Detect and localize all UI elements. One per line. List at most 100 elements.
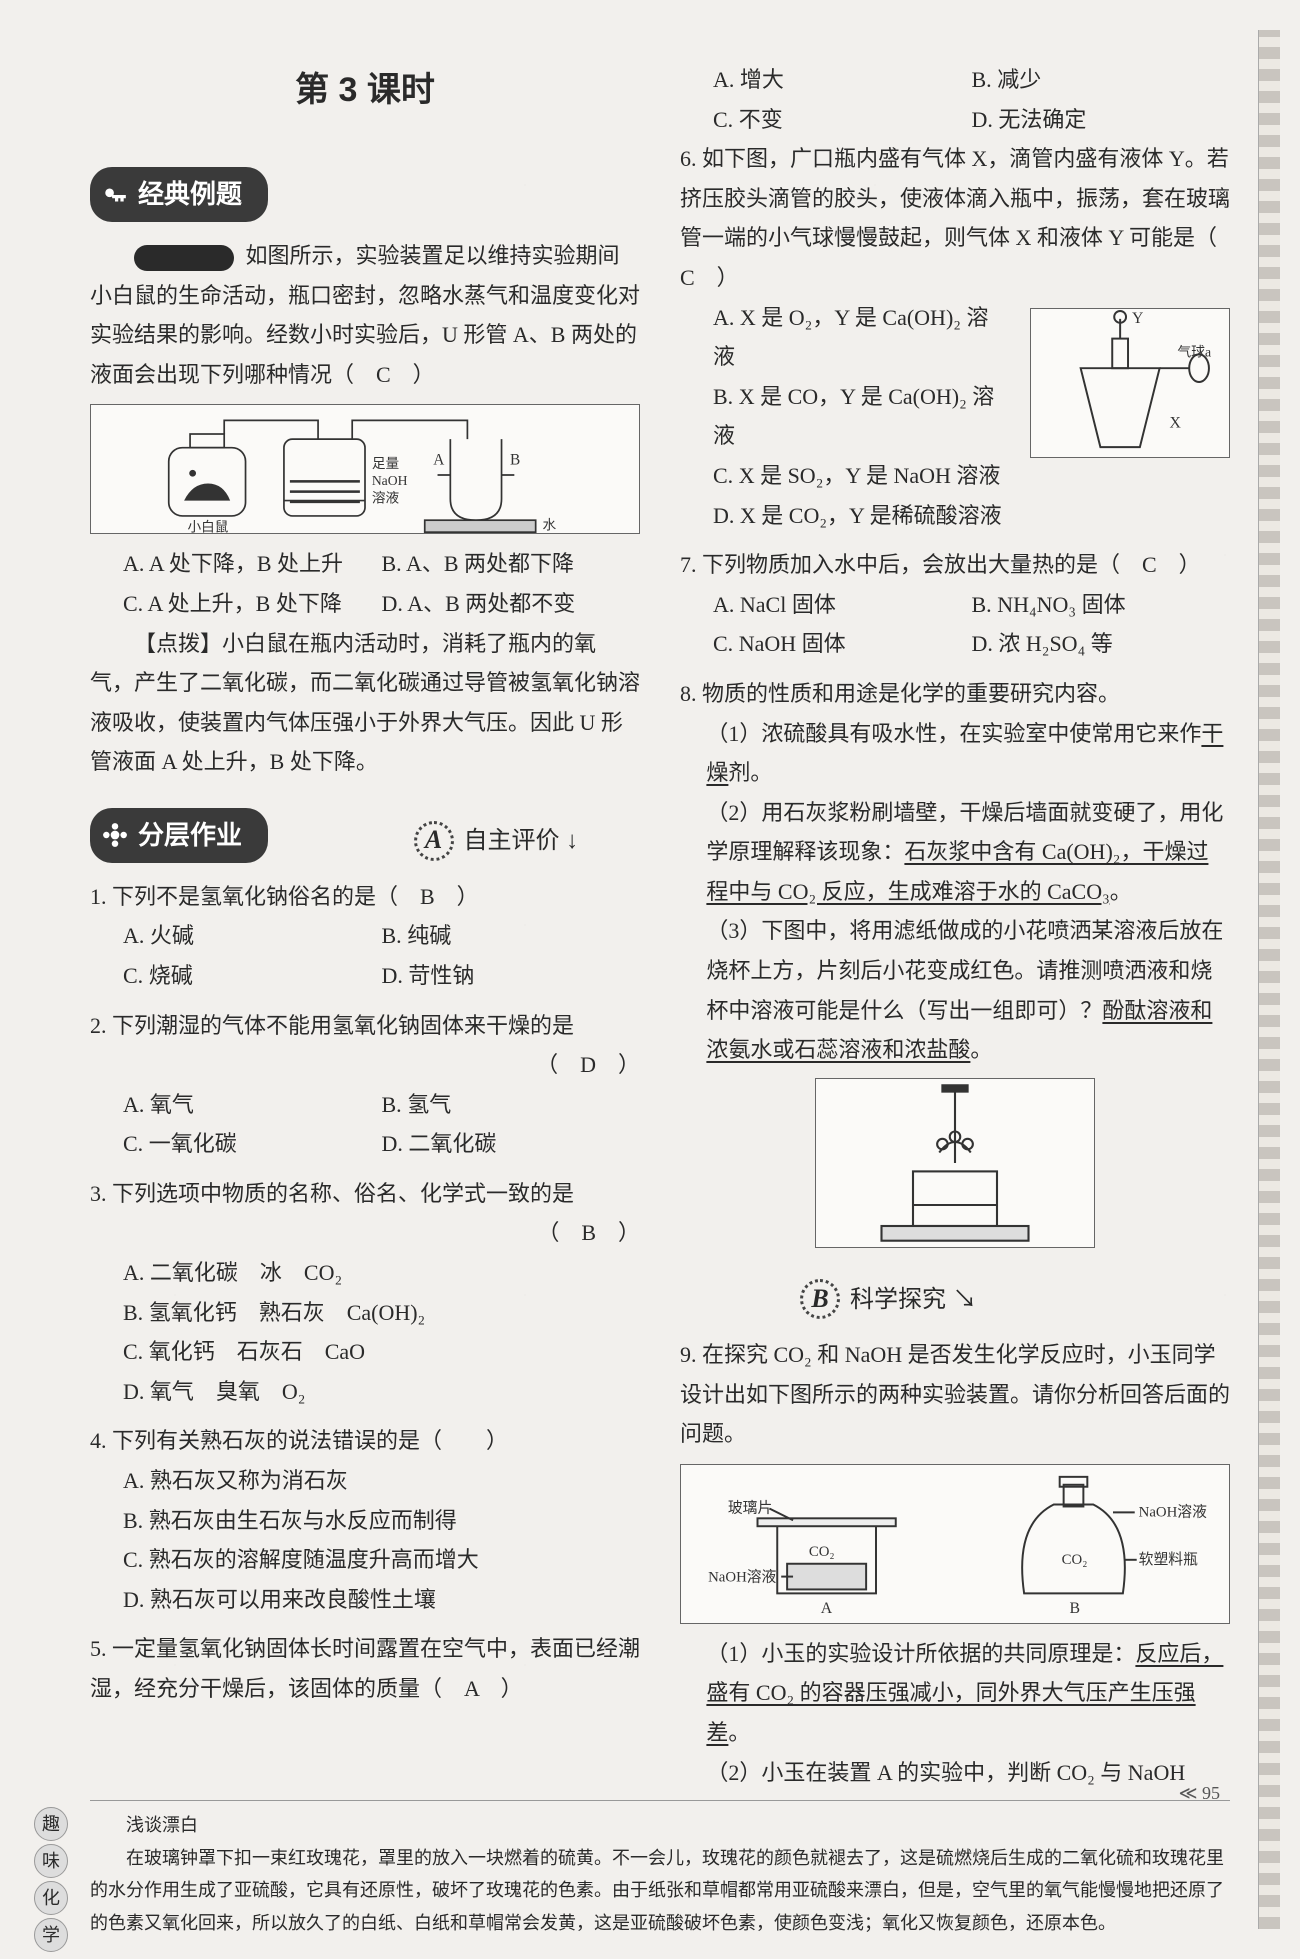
svg-text:小白鼠: 小白鼠 xyxy=(188,520,229,534)
q8-stem: 8. 物质的性质和用途是化学的重要研究内容。 xyxy=(680,674,1230,714)
example-opt-D: D. A、B 两处都不变 xyxy=(382,584,641,624)
footer-body: 在玻璃钟罩下扣一束红玫瑰花，罩里的放入一块燃着的硫黄。不一会儿，玫瑰花的颜色就褪… xyxy=(90,1842,1230,1939)
q7-opt-C: C. NaOH 固体 xyxy=(713,624,972,664)
example-diagram: 小白鼠 足量 NaOH 溶液 xyxy=(90,404,640,534)
q5-opt-D: D. 无法确定 xyxy=(972,100,1231,140)
q3-opt-B: B. 氢氧化钙 熟石灰 Ca(OH)₂ xyxy=(123,1293,640,1333)
q1-opt-B: B. 纯碱 xyxy=(382,916,641,956)
subsection-selfcheck: A 自主评价 ↓ xyxy=(414,819,579,862)
q6-opt-D: D. X 是 CO₂，Y 是稀硫酸溶液 xyxy=(713,496,1020,536)
q3-opt-C: C. 氧化钙 石灰石 CaO xyxy=(123,1332,640,1372)
q3-stem: 3. 下列选项中物质的名称、俗名、化学式一致的是（ B ） xyxy=(90,1174,640,1214)
svg-text:水: 水 xyxy=(542,518,556,533)
svg-text:X: X xyxy=(1169,414,1181,431)
q6-opt-C: C. X 是 SO₂，Y 是 NaOH 溶液 xyxy=(713,456,1020,496)
question-7: 7. 下列物质加入水中后，会放出大量热的是（ C ） A. NaCl 固体 B.… xyxy=(680,545,1230,664)
question-5: 5. 一定量氢氧化钠固体长时间露置在空气中，表面已经潮湿，经充分干燥后，该固体的… xyxy=(90,1629,640,1708)
q4-opt-B: B. 熟石灰由生石灰与水反应而制得 xyxy=(123,1501,640,1541)
svg-text:Y: Y xyxy=(1132,309,1143,326)
svg-text:A: A xyxy=(821,1600,833,1617)
question-1: 1. 下列不是氢氧化钠俗名的是（ B ） A. 火碱 B. 纯碱 C. 烧碱 D… xyxy=(90,877,640,996)
example-intro: 如图所示，实验装置足以维持实验期间小白鼠的生命活动，瓶口密封，忽略水蒸气和温度变… xyxy=(90,236,640,394)
footer-tag-2: 味 xyxy=(34,1844,68,1878)
subsection-letter-A: A xyxy=(414,821,454,861)
q5-options-continued: A. 增大 B. 减少 C. 不变 D. 无法确定 xyxy=(680,60,1230,139)
q5-opt-B: B. 减少 xyxy=(972,60,1231,100)
footer-title: 浅谈漂白 xyxy=(90,1809,1230,1841)
example-index-pill xyxy=(134,245,234,271)
q2-opt-A: A. 氧气 xyxy=(123,1085,382,1125)
q2-opt-D: D. 二氧化碳 xyxy=(382,1124,641,1164)
q9-part1: （1）小玉的实验设计所依据的共同原理是：反应后，盛有 CO₂ 的容器压强减小，同… xyxy=(680,1634,1230,1753)
question-9: 9. 在探究 CO₂ 和 NaOH 是否发生化学反应时，小玉同学设计出如下图所示… xyxy=(680,1335,1230,1792)
svg-text:足量: 足量 xyxy=(372,457,400,472)
q9-stem: 9. 在探究 CO₂ 和 NaOH 是否发生化学反应时，小玉同学设计出如下图所示… xyxy=(680,1335,1230,1454)
q3-opt-A: A. 二氧化碳 冰 CO₂ xyxy=(123,1253,640,1293)
q2-stem: 2. 下列潮湿的气体不能用氢氧化钠固体来干燥的是（ D ） xyxy=(90,1006,640,1046)
example-opt-A: A. A 处下降，B 处上升 xyxy=(123,544,382,584)
svg-text:A: A xyxy=(433,452,444,469)
svg-text:溶液: 溶液 xyxy=(372,491,400,506)
q7-stem: 7. 下列物质加入水中后，会放出大量热的是（ C ） xyxy=(680,545,1230,585)
flower-icon xyxy=(100,820,130,850)
q9-part2: （2）小玉在装置 A 的实验中，判断 CO₂ 与 NaOH xyxy=(680,1753,1230,1793)
page-body: 第 3 课时 经典例题 如图所示，实验装置足以维持实验期间小白鼠的生命活动，瓶口… xyxy=(90,60,1230,1802)
section-header-homework-label: 分层作业 xyxy=(138,812,242,859)
section-header-examples-label: 经典例题 xyxy=(138,171,242,218)
subsection-explore: B 科学探究 ↘ xyxy=(800,1278,977,1321)
q1-opt-C: C. 烧碱 xyxy=(123,956,382,996)
q2-opt-B: B. 氢气 xyxy=(382,1085,641,1125)
question-4: 4. 下列有关熟石灰的说法错误的是（ ） A. 熟石灰又称为消石灰 B. 熟石灰… xyxy=(90,1421,640,1619)
q5-stem: 5. 一定量氢氧化钠固体长时间露置在空气中，表面已经潮湿，经充分干燥后，该固体的… xyxy=(90,1629,640,1708)
subsection-selfcheck-label: 自主评价 ↓ xyxy=(464,819,579,862)
example-opt-C: C. A 处上升，B 处下降 xyxy=(123,584,382,624)
q8-diagram xyxy=(815,1078,1095,1248)
q5-opt-C: C. 不变 xyxy=(713,100,972,140)
q6-stem: 6. 如下图，广口瓶内盛有气体 X，滴管内盛有液体 Y。若挤压胶头滴管的胶头，使… xyxy=(680,139,1230,297)
q1-opt-D: D. 苛性钠 xyxy=(382,956,641,996)
subsection-explore-label: 科学探究 ↘ xyxy=(850,1278,977,1321)
q4-stem: 4. 下列有关熟石灰的说法错误的是（ ） xyxy=(90,1421,640,1461)
question-2: 2. 下列潮湿的气体不能用氢氧化钠固体来干燥的是（ D ） A. 氧气 B. 氢… xyxy=(90,1006,640,1164)
q2-opt-C: C. 一氧化碳 xyxy=(123,1124,382,1164)
q6-diagram: Y 气球a X xyxy=(1030,308,1230,458)
key-icon xyxy=(100,180,130,210)
footer-tag-4: 学 xyxy=(34,1918,68,1952)
q9-diagram: 玻璃片 NaOH溶液 CO₂ A NaOH溶液 软塑料瓶 xyxy=(680,1464,1230,1624)
svg-text:B: B xyxy=(510,452,520,469)
svg-text:气球a: 气球a xyxy=(1177,344,1211,359)
q5-opt-A: A. 增大 xyxy=(713,60,972,100)
q8-part1: （1）浓硫酸具有吸水性，在实验室中使常用它来作干燥剂。 xyxy=(680,714,1230,793)
q6-opt-A: A. X 是 O₂，Y 是 Ca(OH)₂ 溶液 xyxy=(713,298,1020,377)
footer-tags: 趣 味 化 学 xyxy=(34,1807,68,1952)
footer-tag-3: 化 xyxy=(34,1881,68,1915)
q4-opt-D: D. 熟石灰可以用来改良酸性土壤 xyxy=(123,1580,640,1620)
svg-text:NaOH溶液: NaOH溶液 xyxy=(1139,1503,1207,1520)
q1-opt-A: A. 火碱 xyxy=(123,916,382,956)
example-tip: 【点拨】小白鼠在瓶内活动时，消耗了瓶内的氧气，产生了二氧化碳，而二氧化碳通过导管… xyxy=(90,624,640,782)
question-3: 3. 下列选项中物质的名称、俗名、化学式一致的是（ B ） A. 二氧化碳 冰 … xyxy=(90,1174,640,1412)
question-6: 6. 如下图，广口瓶内盛有气体 X，滴管内盛有液体 Y。若挤压胶头滴管的胶头，使… xyxy=(680,139,1230,535)
example-opt-B: B. A、B 两处都下降 xyxy=(382,544,641,584)
page-number: ≪ 95 xyxy=(1179,1777,1220,1809)
question-8: 8. 物质的性质和用途是化学的重要研究内容。 （1）浓硫酸具有吸水性，在实验室中… xyxy=(680,674,1230,1248)
q8-part2: （2）用石灰浆粉刷墙壁，干燥后墙面就变硬了，用化学原理解释该现象：石灰浆中含有 … xyxy=(680,793,1230,912)
lesson-title: 第 3 课时 xyxy=(90,60,640,121)
q7-opt-B: B. NH₄NO₃ 固体 xyxy=(972,585,1231,625)
q4-opt-C: C. 熟石灰的溶解度随温度升高而增大 xyxy=(123,1540,640,1580)
subsection-letter-B: B xyxy=(800,1279,840,1319)
section-header-homework: 分层作业 xyxy=(90,808,268,863)
svg-text:NaOH溶液: NaOH溶液 xyxy=(708,1568,776,1585)
book-binding-edge xyxy=(1258,30,1280,1929)
svg-text:NaOH: NaOH xyxy=(372,474,408,489)
svg-text:CO₂: CO₂ xyxy=(809,1544,835,1560)
left-column: 第 3 课时 经典例题 如图所示，实验装置足以维持实验期间小白鼠的生命活动，瓶口… xyxy=(90,60,640,1802)
footer-tag-1: 趣 xyxy=(34,1807,68,1841)
right-column: A. 增大 B. 减少 C. 不变 D. 无法确定 6. 如下图，广口瓶内盛有气… xyxy=(680,60,1230,1802)
q7-opt-A: A. NaCl 固体 xyxy=(713,585,972,625)
svg-text:软塑料瓶: 软塑料瓶 xyxy=(1139,1551,1198,1568)
q3-opt-D: D. 氧气 臭氧 O₂ xyxy=(123,1372,640,1412)
svg-text:B: B xyxy=(1070,1600,1081,1617)
section-header-examples: 经典例题 xyxy=(90,167,268,222)
q8-part3: （3）下图中，将用滤纸做成的小花喷洒某溶液后放在烧杯上方，片刻后小花变成红色。请… xyxy=(680,911,1230,1069)
